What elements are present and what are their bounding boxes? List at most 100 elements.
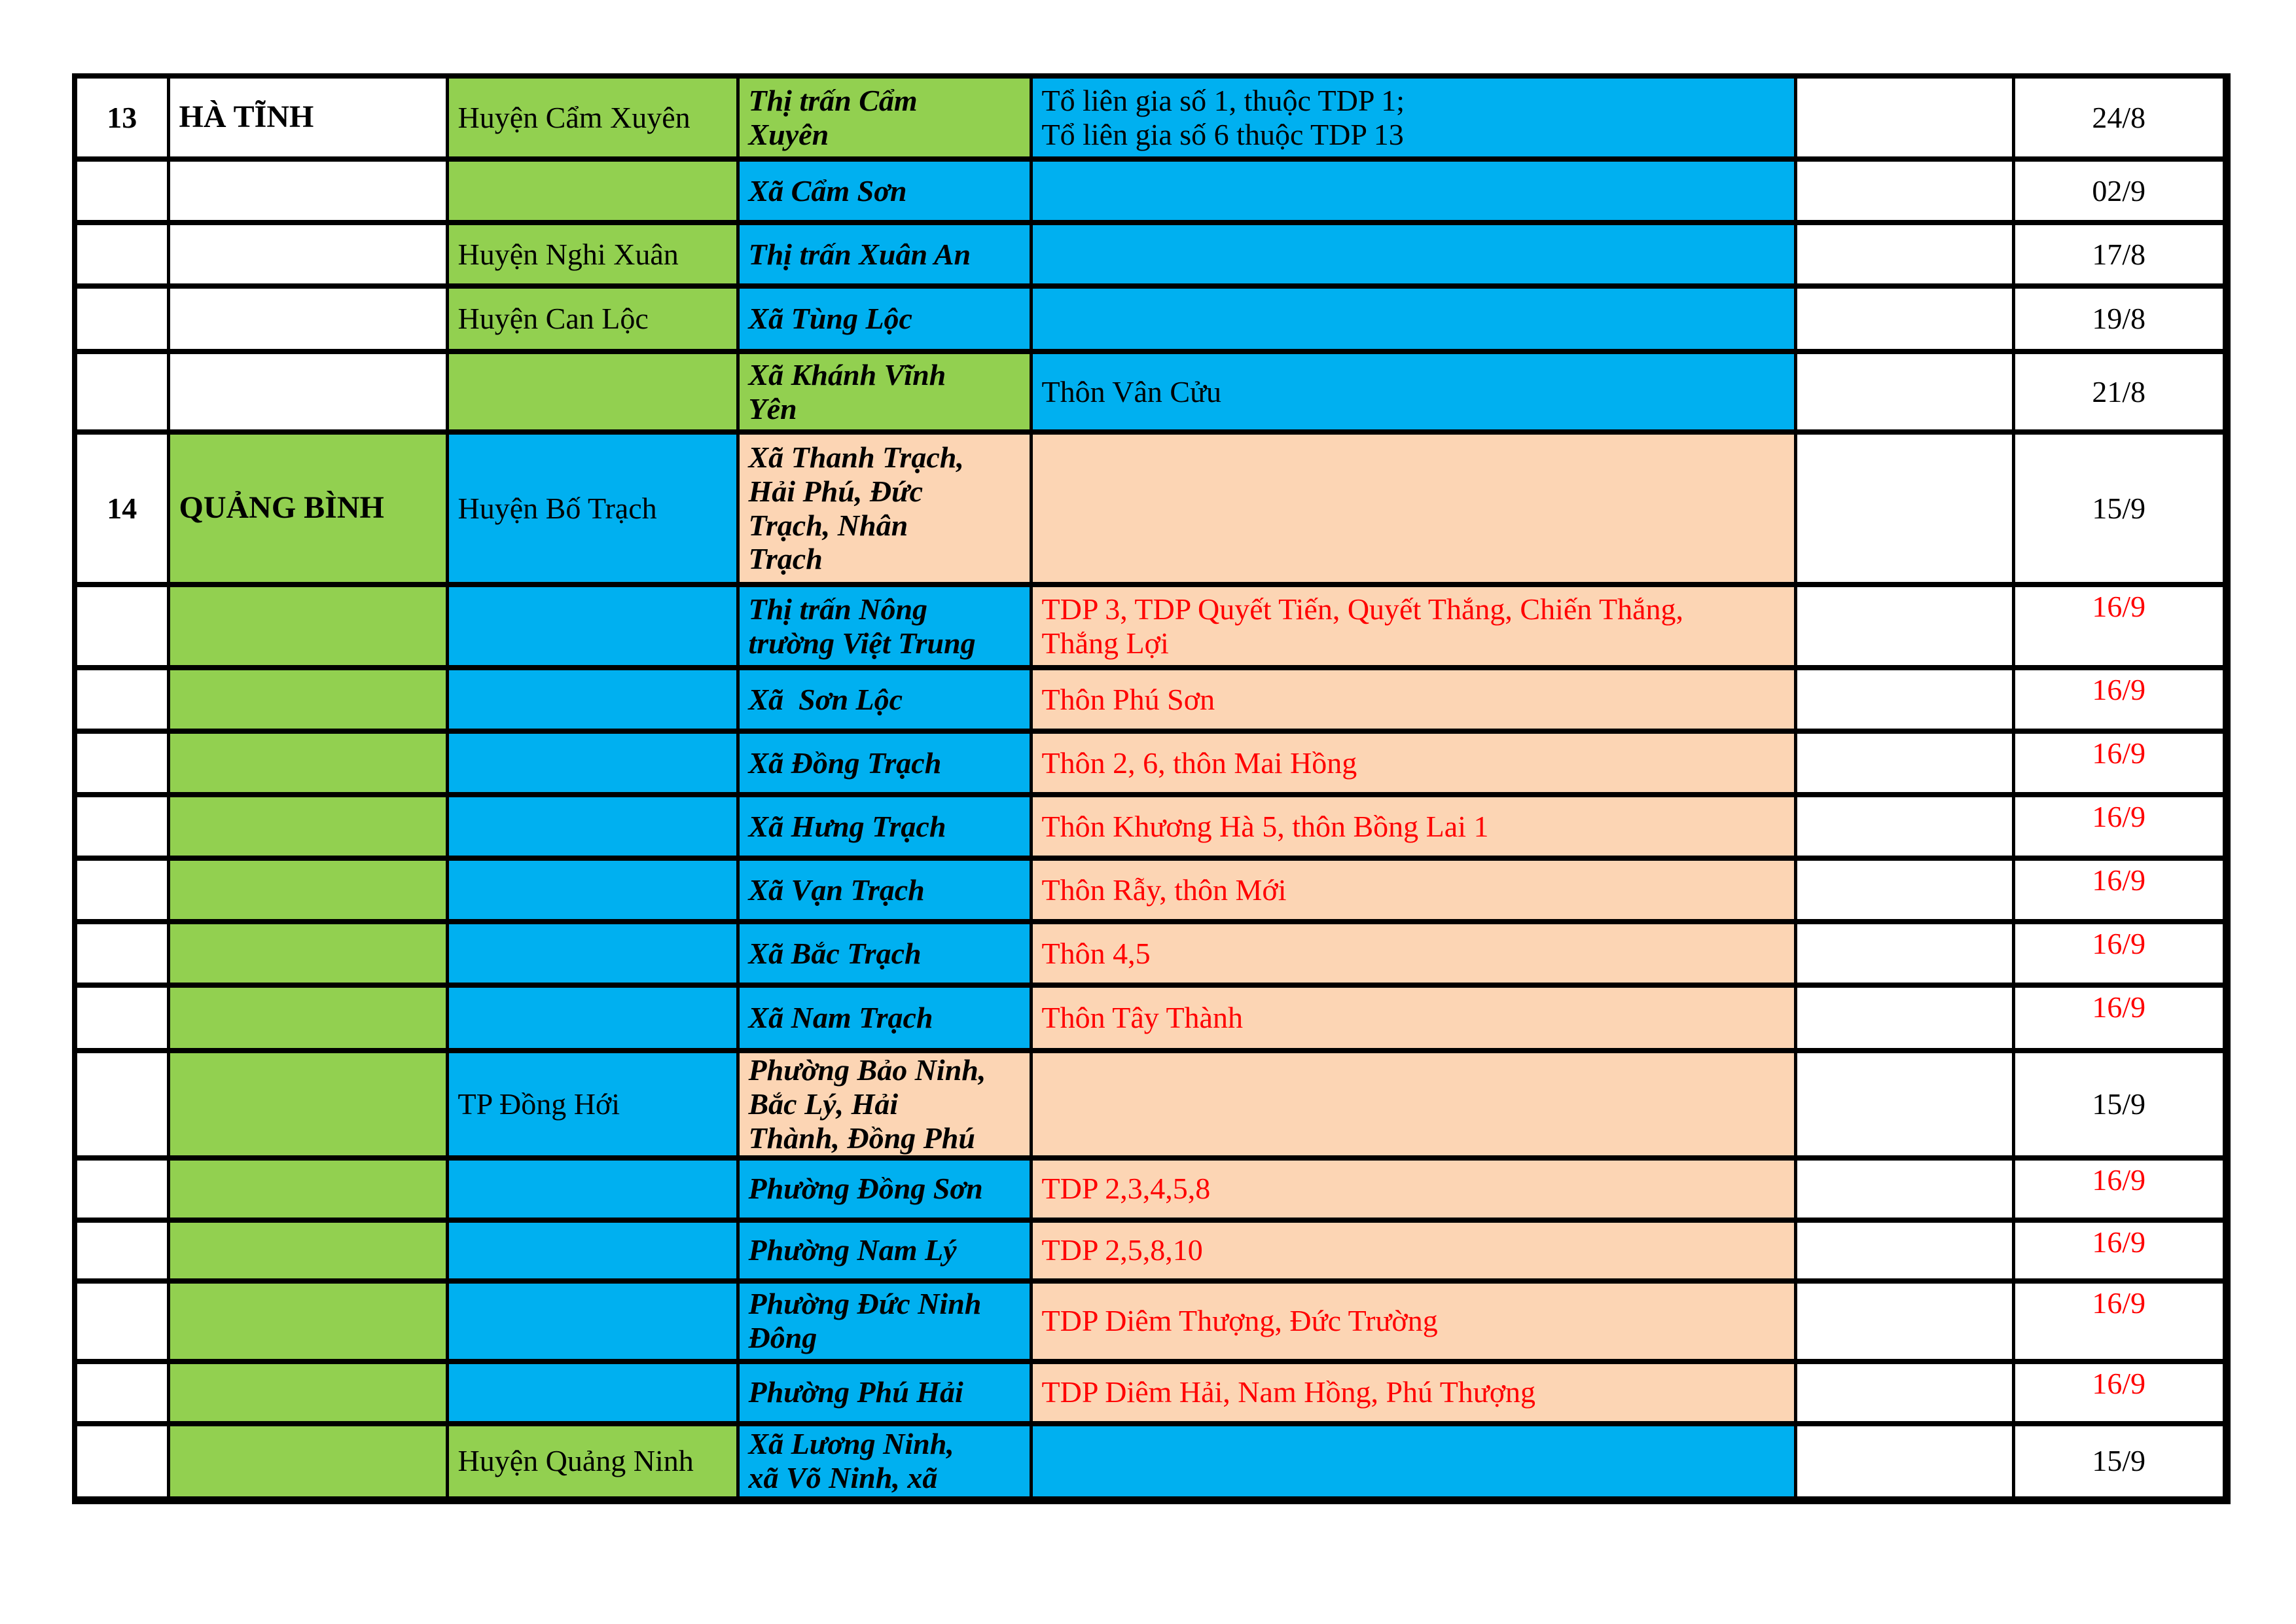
cell-empty	[1793, 73, 2015, 162]
cell-commune: Xã Hưng Trạch	[736, 792, 1033, 861]
cell-date: 24/8	[2011, 73, 2229, 162]
table-row: TP Đồng Hới Phường Bảo Ninh, Bắc Lý, Hải …	[73, 1048, 2229, 1161]
cell-stt	[73, 1278, 170, 1364]
cell-district	[445, 729, 740, 797]
cell-province	[166, 919, 449, 988]
cell-stt	[73, 582, 170, 670]
cell-commune: Xã Lương Ninh, xã Võ Ninh, xã	[736, 1420, 1033, 1503]
cell-stt	[73, 919, 170, 988]
cell-empty	[1793, 919, 2015, 988]
cell-empty	[1793, 283, 2015, 354]
cell-details	[1029, 1048, 1797, 1161]
table-row: Huyện Quảng Ninh Xã Lương Ninh, xã Võ Nin…	[73, 1420, 2229, 1503]
cell-date: 16/9	[2011, 1155, 2229, 1223]
cell-date: 17/8	[2011, 220, 2229, 289]
cell-details: Thôn Tây Thành	[1029, 983, 1797, 1053]
cell-empty	[1793, 1155, 2015, 1223]
cell-province	[166, 1155, 449, 1223]
cell-province: HÀ TĨNH	[166, 73, 449, 162]
cell-district: Huyện Can Lộc	[445, 283, 740, 354]
schedule-table: 13 HÀ TĨNH Huyện Cẩm Xuyên Thị trấn Cẩm Xuy…	[72, 73, 2231, 1504]
cell-stt	[73, 283, 170, 354]
table-row: Huyện Can Lộc Xã Tùng Lộc 19/8	[73, 283, 2229, 354]
cell-details: Thôn Vân Cửu	[1029, 349, 1797, 435]
cell-commune: Xã Thanh Trạch, Hải Phú, Đức Trạch, Nhân…	[736, 429, 1033, 587]
cell-details: Thôn 4,5	[1029, 919, 1797, 988]
cell-district: Huyện Cẩm Xuyên	[445, 73, 740, 162]
cell-district	[445, 1217, 740, 1284]
cell-empty	[1793, 729, 2015, 797]
cell-date: 15/9	[2011, 1048, 2229, 1161]
cell-date: 16/9	[2011, 1278, 2229, 1364]
cell-stt	[73, 220, 170, 289]
cell-empty	[1793, 1278, 2015, 1364]
cell-commune: Phường Nam Lý	[736, 1217, 1033, 1284]
cell-details: Tổ liên gia số 1, thuộc TDP 1; Tổ liên g…	[1029, 73, 1797, 162]
cell-district: Huyện Quảng Ninh	[445, 1420, 740, 1503]
cell-stt: 13	[73, 73, 170, 162]
cell-date: 16/9	[2011, 1217, 2229, 1284]
cell-district	[445, 665, 740, 734]
cell-commune: Xã Cẩm Sơn	[736, 156, 1033, 225]
cell-commune: Phường Phú Hải	[736, 1358, 1033, 1426]
cell-commune: Thị trấn Cẩm Xuyên	[736, 73, 1033, 162]
cell-commune: Xã Sơn Lộc	[736, 665, 1033, 734]
cell-details: TDP 3, TDP Quyết Tiến, Quyết Thắng, Chiế…	[1029, 582, 1797, 670]
cell-stt: 14	[73, 429, 170, 587]
cell-stt	[73, 983, 170, 1053]
cell-empty	[1793, 1048, 2015, 1161]
cell-stt	[73, 792, 170, 861]
cell-commune: Xã Khánh Vĩnh Yên	[736, 349, 1033, 435]
table-row: Phường Đồng Sơn TDP 2,3,4,5,8 16/9	[73, 1155, 2229, 1223]
cell-district	[445, 983, 740, 1053]
cell-province	[166, 156, 449, 225]
cell-district	[445, 1358, 740, 1426]
cell-province	[166, 582, 449, 670]
cell-commune: Thị trấn Xuân An	[736, 220, 1033, 289]
cell-district: Huyện Nghi Xuân	[445, 220, 740, 289]
table-row: Xã Nam Trạch Thôn Tây Thành 16/9	[73, 983, 2229, 1053]
cell-stt	[73, 1420, 170, 1503]
cell-details: Thôn 2, 6, thôn Mai Hồng	[1029, 729, 1797, 797]
cell-empty	[1793, 582, 2015, 670]
table-row: 13 HÀ TĨNH Huyện Cẩm Xuyên Thị trấn Cẩm Xuy…	[73, 73, 2229, 162]
cell-date: 21/8	[2011, 349, 2229, 435]
cell-province	[166, 983, 449, 1053]
cell-district	[445, 349, 740, 435]
cell-province	[166, 1278, 449, 1364]
cell-province	[166, 729, 449, 797]
cell-empty	[1793, 1420, 2015, 1503]
table-row: Xã Đồng Trạch Thôn 2, 6, thôn Mai Hồng 16/…	[73, 729, 2229, 797]
table-row: Phường Đức Ninh Đông TDP Diêm Thượng, Đức…	[73, 1278, 2229, 1364]
cell-empty	[1793, 429, 2015, 587]
cell-details: TDP Diêm Thượng, Đức Trường	[1029, 1278, 1797, 1364]
cell-commune: Xã Tùng Lộc	[736, 283, 1033, 354]
cell-district: TP Đồng Hới	[445, 1048, 740, 1161]
cell-province	[166, 1048, 449, 1161]
cell-stt	[73, 729, 170, 797]
table-row: 14 QUẢNG BÌNH Huyện Bố Trạch Xã Thanh Trạch…	[73, 429, 2229, 587]
cell-commune: Phường Đức Ninh Đông	[736, 1278, 1033, 1364]
cell-empty	[1793, 1217, 2015, 1284]
cell-details: Thôn Khương Hà 5, thôn Bồng Lai 1	[1029, 792, 1797, 861]
cell-details	[1029, 1420, 1797, 1503]
cell-province	[166, 349, 449, 435]
cell-district	[445, 856, 740, 924]
cell-date: 16/9	[2011, 856, 2229, 924]
cell-empty	[1793, 156, 2015, 225]
table-row: Xã Hưng Trạch Thôn Khương Hà 5, thôn Bồng…	[73, 792, 2229, 861]
table-body: 13 HÀ TĨNH Huyện Cẩm Xuyên Thị trấn Cẩm Xuy…	[73, 73, 2229, 1503]
cell-empty	[1793, 983, 2015, 1053]
cell-details: Thôn Phú Sơn	[1029, 665, 1797, 734]
cell-commune: Xã Bắc Trạch	[736, 919, 1033, 988]
cell-commune: Xã Đồng Trạch	[736, 729, 1033, 797]
table-row: Phường Phú Hải TDP Diêm Hải, Nam Hồng, Ph…	[73, 1358, 2229, 1426]
cell-province	[166, 1358, 449, 1426]
table-row: Thị trấn Nông trường Việt Trung TDP 3, TD…	[73, 582, 2229, 670]
cell-empty	[1793, 220, 2015, 289]
cell-province: QUẢNG BÌNH	[166, 429, 449, 587]
cell-details: Thôn Rẫy, thôn Mới	[1029, 856, 1797, 924]
cell-district	[445, 1155, 740, 1223]
cell-district	[445, 156, 740, 225]
